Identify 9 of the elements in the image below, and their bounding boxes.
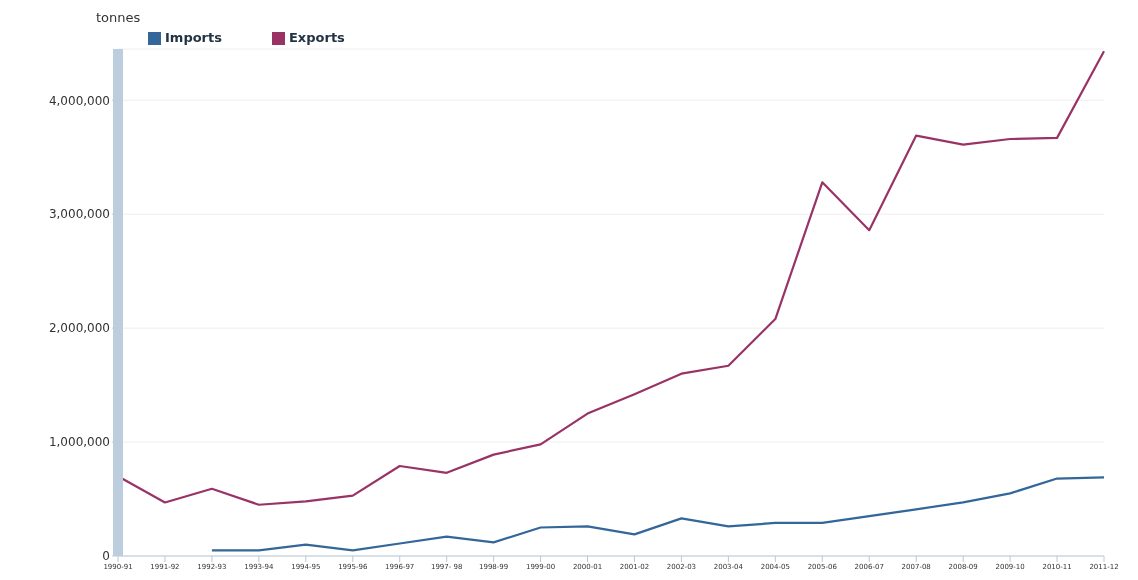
y-tick-label: 1,000,000	[48, 435, 110, 450]
legend-label: Exports	[288, 30, 345, 45]
line-series	[210, 476, 1106, 552]
y-tick-label: 4,000,000	[48, 93, 110, 108]
y-tick-label: 0	[102, 549, 110, 564]
legend-label: Imports	[165, 30, 222, 45]
y-tick-label: 3,000,000	[48, 207, 110, 222]
y-tick-label: 2,000,000	[48, 321, 110, 336]
y-axis-title: tonnes	[96, 10, 141, 25]
